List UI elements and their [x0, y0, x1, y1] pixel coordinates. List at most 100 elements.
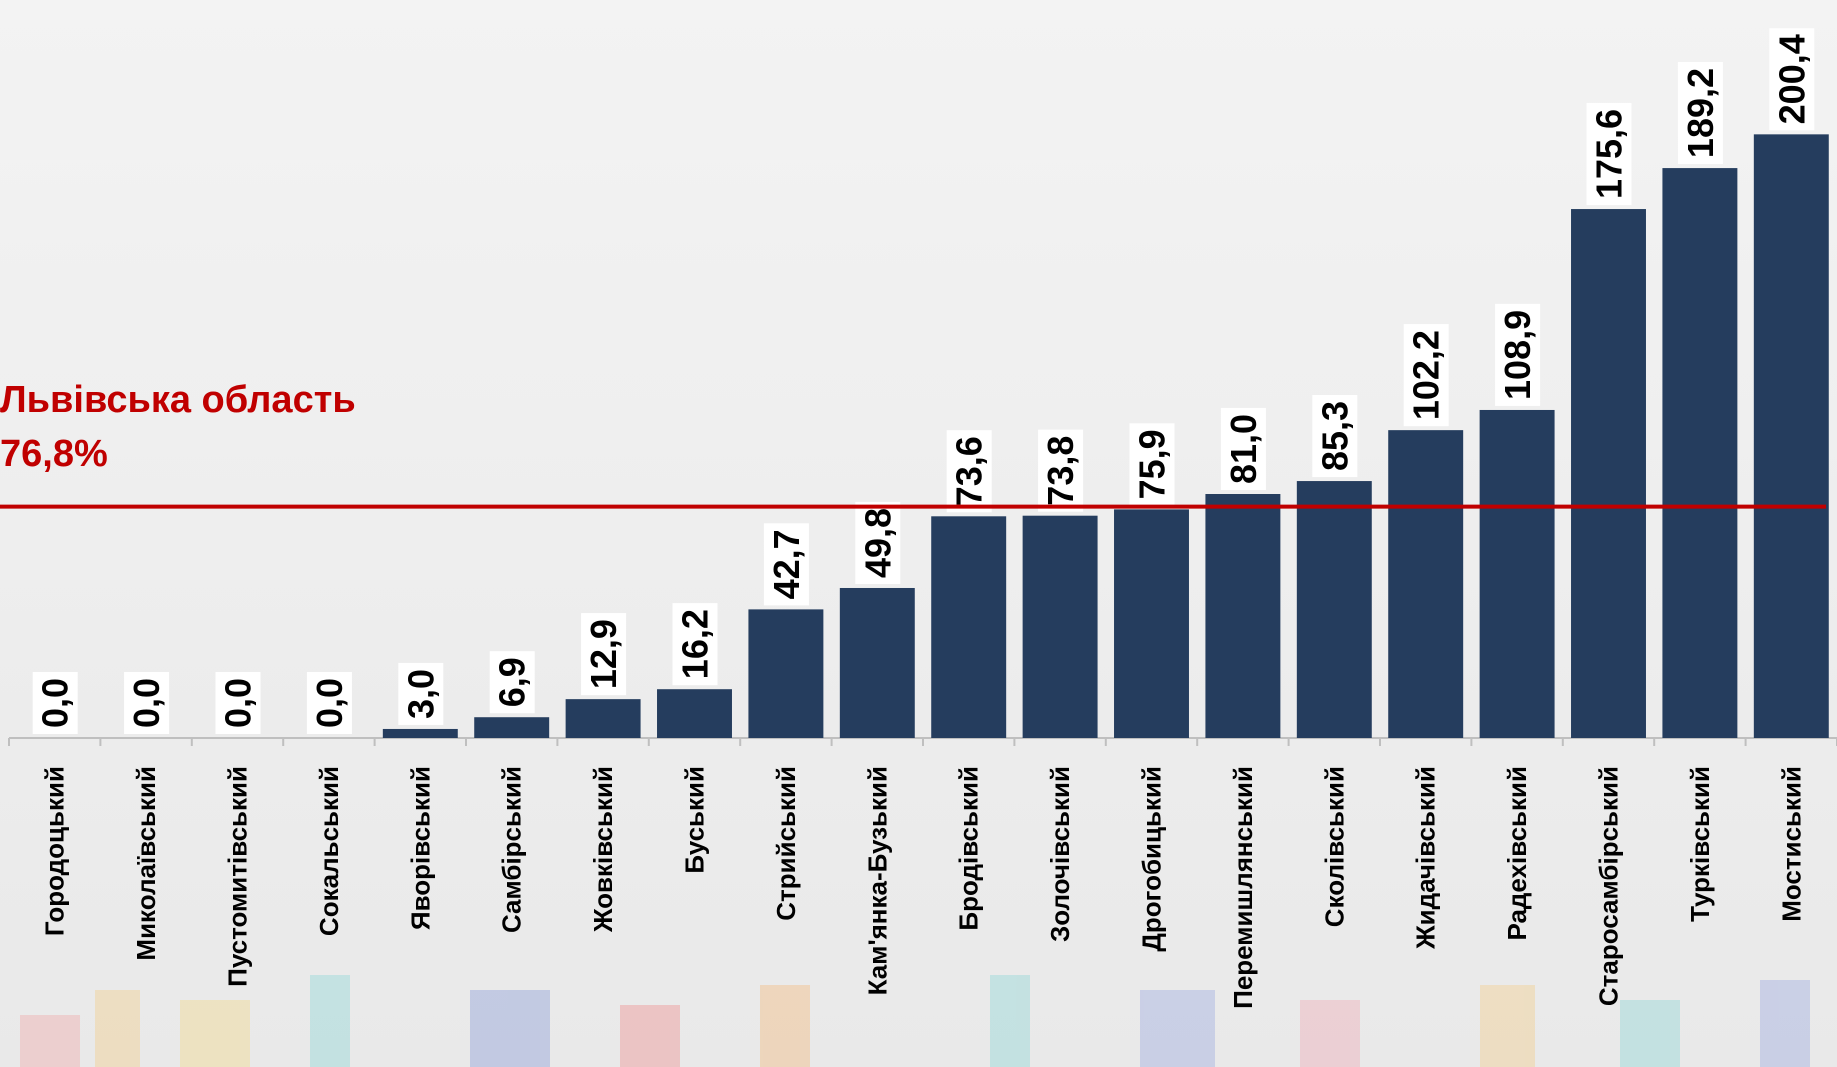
- value-label-background: [672, 603, 718, 686]
- value-label: 108,9: [1497, 310, 1538, 400]
- value-label-group: 16,2: [672, 603, 718, 686]
- value-label-group: 175,6: [1586, 102, 1632, 206]
- bar: [839, 587, 915, 738]
- x-tick-label: Сокальський: [314, 766, 344, 936]
- value-label-background: [1312, 394, 1358, 478]
- value-label-group: 49,8: [855, 501, 901, 584]
- value-label-group: 42,7: [763, 523, 809, 606]
- x-tick-label: Радехівський: [1502, 766, 1532, 941]
- x-tick-label: Городоцький: [40, 766, 70, 936]
- value-label: 3,0: [400, 669, 441, 719]
- value-label-background: [215, 671, 261, 734]
- x-tick-label: Пустомитівський: [223, 766, 253, 987]
- value-label: 200,4: [1771, 34, 1812, 124]
- value-label: 16,2: [675, 609, 716, 679]
- bar: [931, 516, 1007, 738]
- value-label: 0,0: [309, 678, 350, 728]
- skyline-decoration: [20, 975, 1810, 1067]
- value-label-background: [1495, 303, 1541, 406]
- x-tick-label: Буський: [680, 766, 710, 874]
- x-tick-label: Перемишлянський: [1228, 766, 1258, 1009]
- bar: [1571, 209, 1646, 738]
- x-tick-label: Бродівський: [954, 766, 984, 931]
- value-label-background: [489, 651, 535, 714]
- value-label-group: 12,9: [581, 613, 627, 696]
- value-label-group: 102,2: [1403, 324, 1449, 427]
- x-tick-label: Кам'янка-Бузький: [862, 766, 892, 995]
- x-tick-label: Жидачівський: [1411, 766, 1441, 950]
- value-label: 102,2: [1406, 330, 1447, 420]
- value-label-background: [946, 430, 992, 513]
- x-tick-label: Самбірський: [497, 766, 527, 933]
- value-label: 6,9: [492, 657, 533, 707]
- value-label-group: 108,9: [1495, 303, 1541, 406]
- value-label-background: [1403, 324, 1449, 427]
- value-label: 49,8: [857, 508, 898, 578]
- value-label-background: [124, 671, 170, 734]
- bar: [1296, 481, 1372, 738]
- value-label-group: 75,9: [1129, 423, 1175, 506]
- x-tick-label: Золочівський: [1045, 766, 1075, 942]
- value-label: 0,0: [126, 678, 167, 728]
- bar: [1114, 509, 1189, 738]
- bar: [382, 728, 458, 738]
- value-label: 189,2: [1680, 68, 1721, 158]
- value-label: 73,8: [1040, 436, 1081, 506]
- bar: [1662, 168, 1738, 739]
- value-label-group: 3,0: [398, 662, 444, 725]
- value-label: 42,7: [766, 529, 807, 599]
- value-label: 85,3: [1314, 401, 1355, 471]
- value-label-background: [32, 671, 78, 734]
- x-tick-label: Яворівський: [405, 766, 435, 930]
- bar: [565, 699, 641, 738]
- value-label: 81,0: [1223, 414, 1264, 484]
- value-label-background: [398, 662, 444, 725]
- value-label-group: 189,2: [1677, 61, 1723, 165]
- value-label: 75,9: [1132, 429, 1173, 499]
- value-label-background: [581, 613, 627, 696]
- x-tick-label: Дрогобицький: [1137, 766, 1167, 952]
- x-tick-label: Стрийський: [771, 766, 801, 921]
- bar: [657, 689, 732, 738]
- value-label-group: 0,0: [124, 671, 170, 734]
- value-label-background: [763, 523, 809, 606]
- value-label-background: [1129, 423, 1175, 506]
- value-label-background: [1677, 61, 1723, 165]
- value-label-background: [1586, 102, 1632, 206]
- value-label: 73,6: [949, 436, 990, 506]
- value-label-background: [855, 501, 901, 584]
- value-label-group: 200,4: [1769, 28, 1815, 131]
- bar: [1205, 494, 1281, 738]
- bar: [1388, 430, 1464, 738]
- bar: [1753, 134, 1829, 738]
- value-label-group: 85,3: [1312, 394, 1358, 478]
- value-label-background: [1769, 28, 1815, 131]
- value-label: 12,9: [583, 619, 624, 689]
- x-tick-label: Старосамбірський: [1594, 766, 1624, 1006]
- value-label-background: [1220, 407, 1266, 491]
- x-tick-label: Миколаївський: [131, 766, 161, 961]
- value-label-background: [1038, 429, 1084, 512]
- x-tick-label: Сколівський: [1319, 766, 1349, 927]
- value-label-background: [306, 671, 352, 734]
- value-label: 0,0: [35, 678, 76, 728]
- reference-value-label: 76,8%: [0, 433, 108, 475]
- reference-label: Львівська область: [0, 379, 356, 421]
- value-label-group: 0,0: [32, 671, 78, 734]
- bar: [1479, 409, 1555, 738]
- x-tick-label: Мостиський: [1776, 766, 1806, 922]
- x-tick-label: Турківський: [1685, 766, 1715, 922]
- bar: [748, 609, 824, 738]
- value-label: 0,0: [218, 678, 259, 728]
- bar: [474, 717, 550, 738]
- value-label-group: 0,0: [306, 671, 352, 734]
- value-label: 175,6: [1589, 109, 1630, 199]
- x-tick-label: Жовківський: [588, 766, 618, 933]
- value-label-group: 81,0: [1220, 407, 1266, 491]
- value-label-group: 0,0: [215, 671, 261, 734]
- value-label-group: 6,9: [489, 651, 535, 714]
- bar: [1022, 515, 1098, 738]
- value-label-group: 73,6: [946, 430, 992, 513]
